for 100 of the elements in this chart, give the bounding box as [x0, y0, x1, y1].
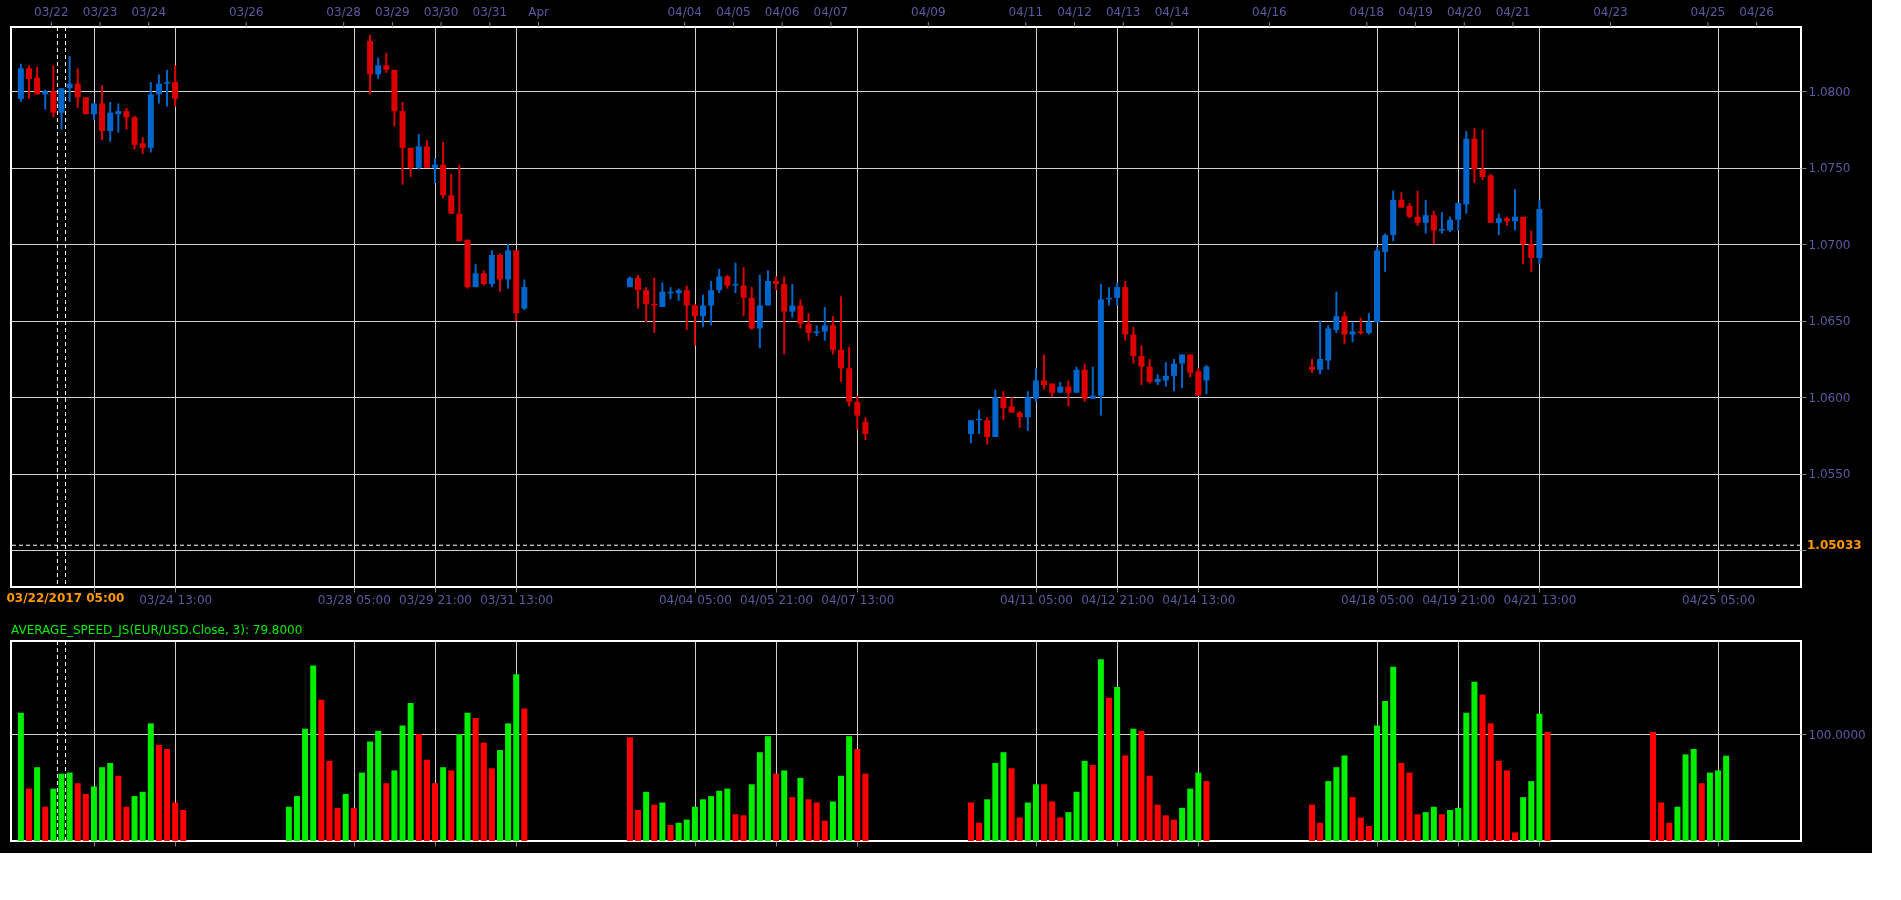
candlestick	[74, 67, 81, 110]
bar	[480, 742, 487, 841]
x2-tick-label: 03/26	[228, 5, 264, 19]
bar	[1495, 760, 1502, 841]
bar	[1106, 697, 1113, 841]
bar	[1333, 767, 1340, 841]
bar	[1187, 788, 1194, 841]
bar	[675, 822, 682, 841]
bar	[1382, 700, 1389, 841]
candlestick	[789, 283, 796, 319]
candlestick	[1024, 390, 1031, 432]
x2-tick-label: 04/16	[1252, 5, 1287, 19]
x2-tick-label: 04/18	[1349, 5, 1385, 19]
candlestick	[1000, 390, 1007, 422]
candlestick	[1333, 290, 1340, 335]
bar	[1073, 791, 1080, 841]
bar	[17, 712, 24, 841]
candlestick	[448, 172, 455, 215]
candlestick	[375, 56, 382, 81]
candlestick	[123, 107, 130, 131]
bar	[115, 775, 122, 841]
x2-tick-label: 03/22	[34, 5, 69, 19]
bar	[1049, 801, 1056, 841]
candlestick	[1130, 325, 1137, 365]
y-tick-label: 1.0700	[1808, 237, 1851, 252]
candlestick	[1179, 353, 1186, 390]
bar	[472, 718, 479, 841]
x-tick-label: 04/19 21:00	[1422, 592, 1496, 607]
candlestick	[797, 298, 804, 330]
candlestick	[643, 286, 650, 324]
candlestick	[521, 278, 528, 312]
bar	[1195, 772, 1202, 841]
bar	[1138, 730, 1145, 841]
bar	[1447, 809, 1454, 841]
x2-tick-label: 04/09	[911, 5, 946, 19]
bar	[1309, 804, 1316, 841]
bar	[342, 793, 349, 841]
bar	[699, 799, 706, 841]
x-tick-label: 03/28 05:00	[317, 592, 391, 607]
bar	[1008, 768, 1015, 841]
bar	[846, 736, 853, 841]
x2-tick-label: 04/14	[1154, 5, 1190, 19]
y-tick-label: 1.0650	[1808, 314, 1851, 329]
bar	[829, 801, 836, 841]
x2-tick-label: 03/29	[375, 5, 410, 19]
bar	[708, 796, 715, 841]
bar	[180, 809, 187, 841]
bar	[1544, 731, 1551, 841]
bar	[813, 802, 820, 841]
x2-tick-label: 04/05	[716, 5, 751, 19]
bar	[1146, 775, 1153, 841]
bar	[50, 788, 57, 841]
candlestick	[1032, 367, 1039, 403]
candlestick	[1317, 319, 1324, 376]
candlestick	[407, 146, 414, 178]
bar	[1170, 819, 1177, 841]
candlestick	[164, 68, 171, 108]
candlestick	[1349, 321, 1356, 344]
candlestick	[383, 52, 390, 74]
x2-tick-label: 04/19	[1398, 5, 1433, 19]
x2-tick-label: Apr	[528, 5, 549, 19]
candlestick	[659, 281, 666, 308]
bar	[976, 822, 983, 841]
bar	[1536, 713, 1543, 841]
bar	[773, 773, 780, 841]
candlestick	[50, 64, 57, 119]
x-tick-label: 04/07 13:00	[821, 592, 895, 607]
candlestick	[699, 293, 706, 328]
bar	[659, 802, 666, 841]
bar	[1690, 749, 1697, 841]
candlestick	[432, 157, 439, 185]
candlestick	[155, 73, 162, 105]
bar	[521, 708, 528, 841]
bar	[399, 725, 406, 841]
bar	[285, 806, 292, 841]
candlestick	[423, 139, 430, 169]
bar	[1398, 762, 1405, 841]
bar	[147, 723, 154, 841]
candlestick	[1528, 229, 1535, 273]
bar	[764, 736, 771, 841]
candlestick	[42, 88, 49, 111]
x2-tick-label: 03/28	[326, 5, 361, 19]
bar	[667, 824, 674, 841]
x2-tick-label: 04/06	[764, 5, 800, 19]
bar	[155, 744, 162, 841]
ref-line-label: 03/22/2017 05:00	[6, 591, 125, 605]
x2-tick-label: 04/13	[1105, 5, 1141, 19]
bar	[821, 820, 828, 841]
bar	[99, 767, 106, 841]
bar	[643, 791, 650, 841]
bar	[1122, 755, 1129, 841]
bar	[967, 802, 974, 841]
bar	[1479, 694, 1486, 841]
bar	[34, 767, 41, 841]
bar	[1674, 806, 1681, 841]
bar	[1081, 760, 1088, 841]
bar	[1325, 781, 1332, 841]
bar	[293, 796, 300, 841]
bar	[1698, 783, 1705, 841]
bar	[448, 770, 455, 841]
